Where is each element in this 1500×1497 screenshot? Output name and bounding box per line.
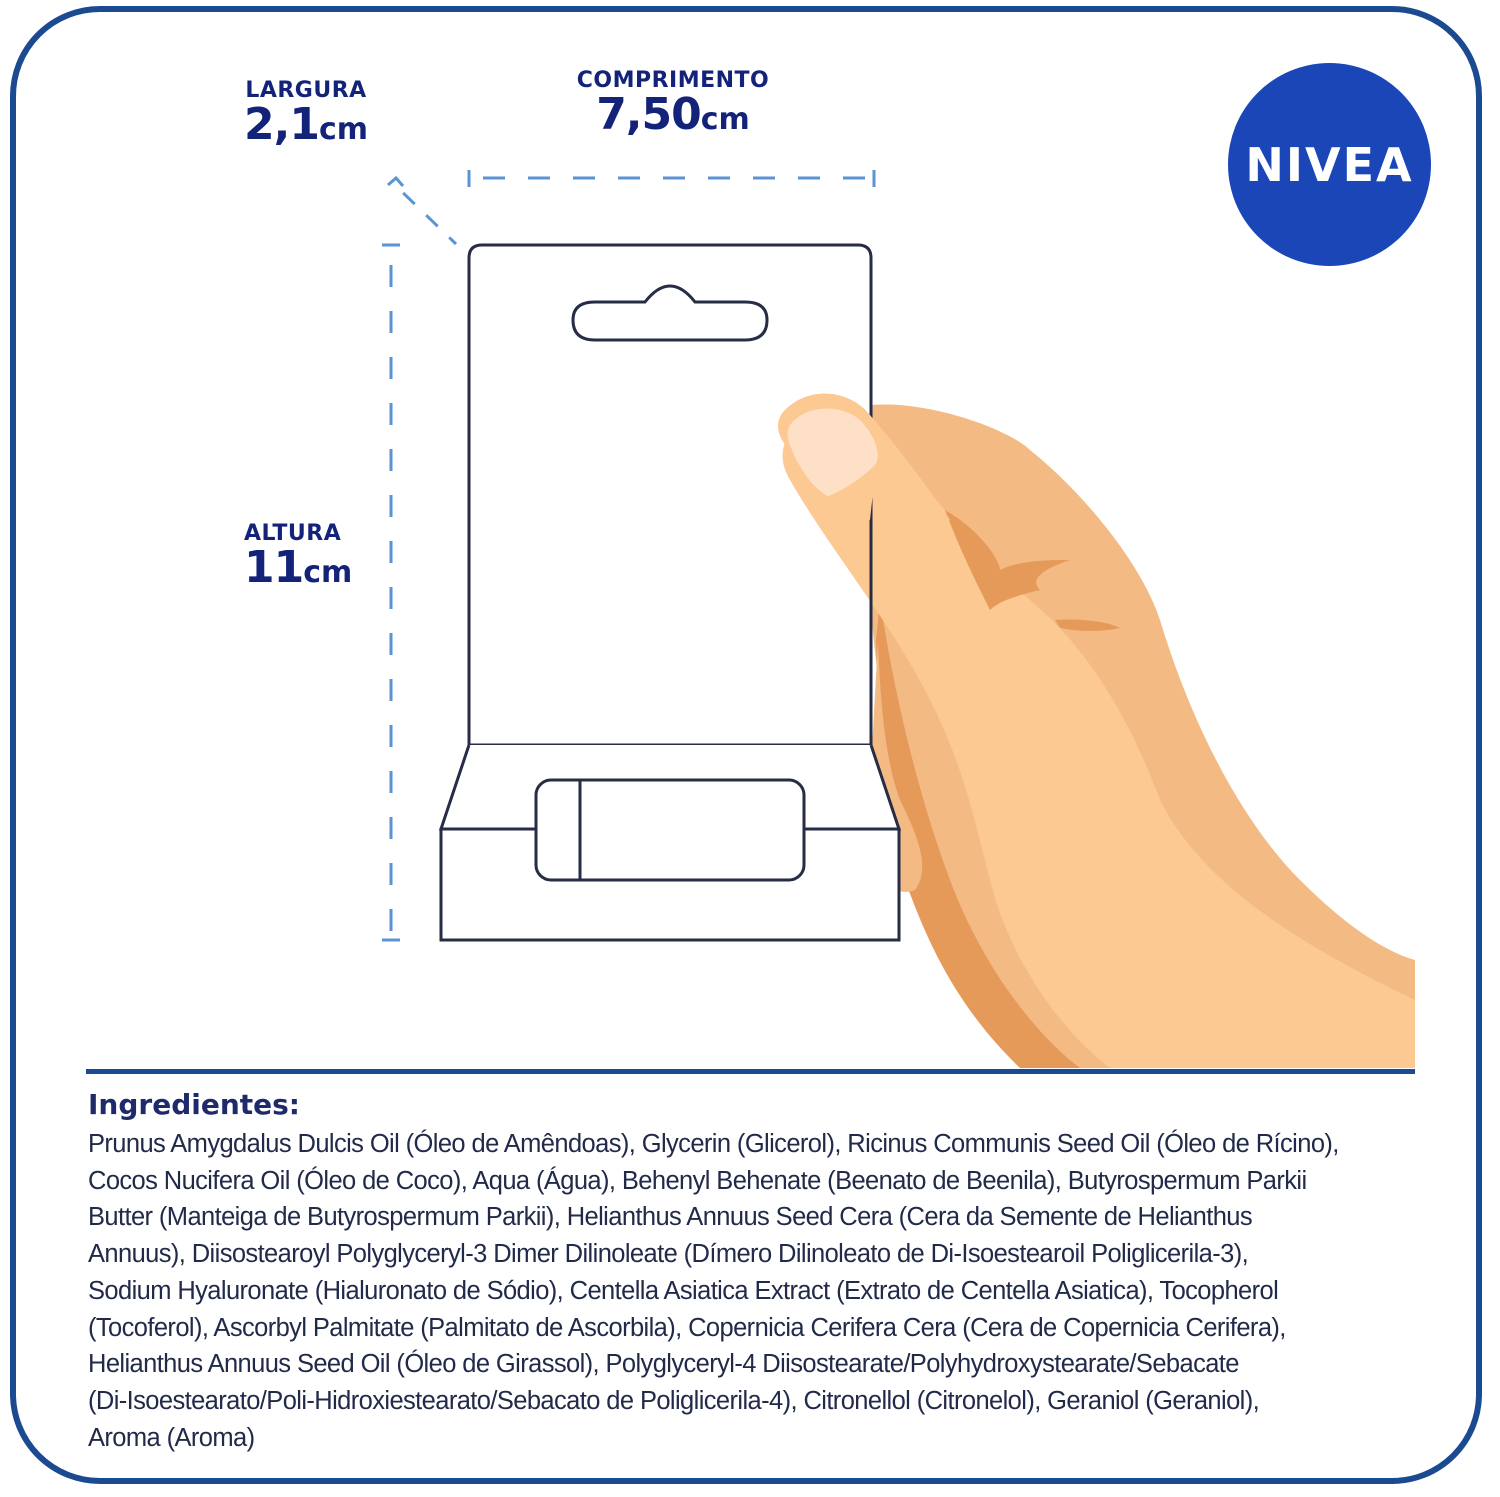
width-value: 2,1 [244,99,320,150]
ingredients-line: (Di-Isoestearato/Poli-Hidroxiestearato/S… [88,1386,1260,1415]
length-dimension: COMPRIMENTO 7,50cm [574,68,772,140]
card-frame [10,6,1482,1484]
height-dimension: ALTURA 11cm [244,521,354,593]
height-value: 11 [244,542,304,593]
ingredients-line: Sodium Hyaluronate (Hialuronato de Sódio… [88,1276,1279,1305]
ingredients-line: Prunus Amygdalus Dulcis Oil (Óleo de Amê… [88,1130,1339,1158]
height-label: ALTURA [244,521,342,546]
dimension-guides [382,170,876,942]
ingredients-line: Cocos Nucifera Oil (Óleo de Coco), Aqua … [88,1166,1307,1195]
width-dimension: LARGURA 2,1cm [244,78,368,150]
length-unit: cm [700,102,750,137]
width-unit: cm [318,112,368,147]
blister-card [438,243,902,942]
hand-icon [778,393,1415,1068]
ingredients-list: Prunus Amygdalus Dulcis Oil (Óleo de Amê… [88,1126,1418,1456]
ingredients-line: Helianthus Annuus Seed Oil (Óleo de Gira… [88,1350,1239,1379]
width-label: LARGURA [245,78,367,103]
length-label: COMPRIMENTO [576,68,770,93]
ingredients-line: Butter (Manteiga de Butyrospermum Parkii… [88,1203,1253,1232]
length-value: 7,50 [596,89,702,140]
product-illustration [382,170,1415,1068]
ingredients-line: (Tocoferol), Ascorbyl Palmitate (Palmita… [88,1313,1286,1342]
ingredients-line: Aroma (Aroma) [88,1423,255,1452]
nivea-logo: NIVEA [1228,63,1431,266]
height-unit: cm [303,555,353,590]
section-divider [86,1069,1415,1074]
ingredients-title: Ingredientes: [88,1088,300,1121]
ingredients-line: Annuus), Diisostearoyl Polyglyceryl-3 Di… [88,1240,1249,1269]
